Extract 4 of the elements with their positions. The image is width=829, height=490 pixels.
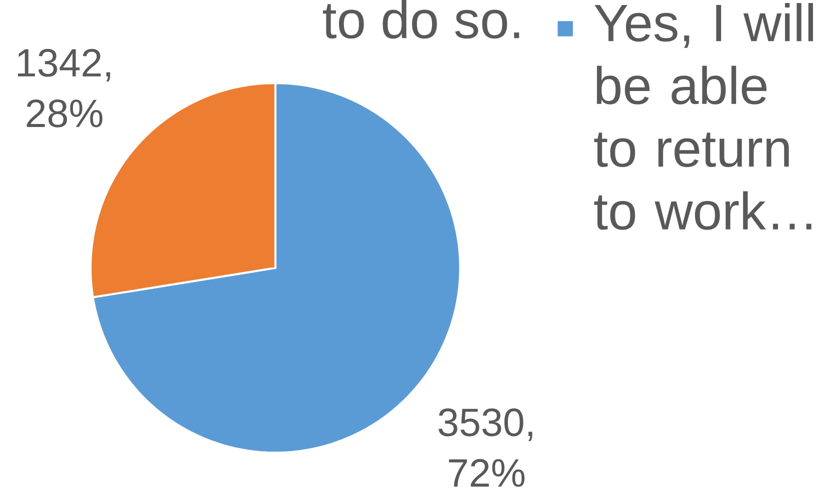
data-label: 3530, 72% — [438, 408, 532, 487]
legend-label: Yes, I will be able to return to work… — [594, 2, 814, 230]
data-label: 1342, 28% — [18, 48, 110, 128]
text: to do so. — [322, 0, 520, 39]
